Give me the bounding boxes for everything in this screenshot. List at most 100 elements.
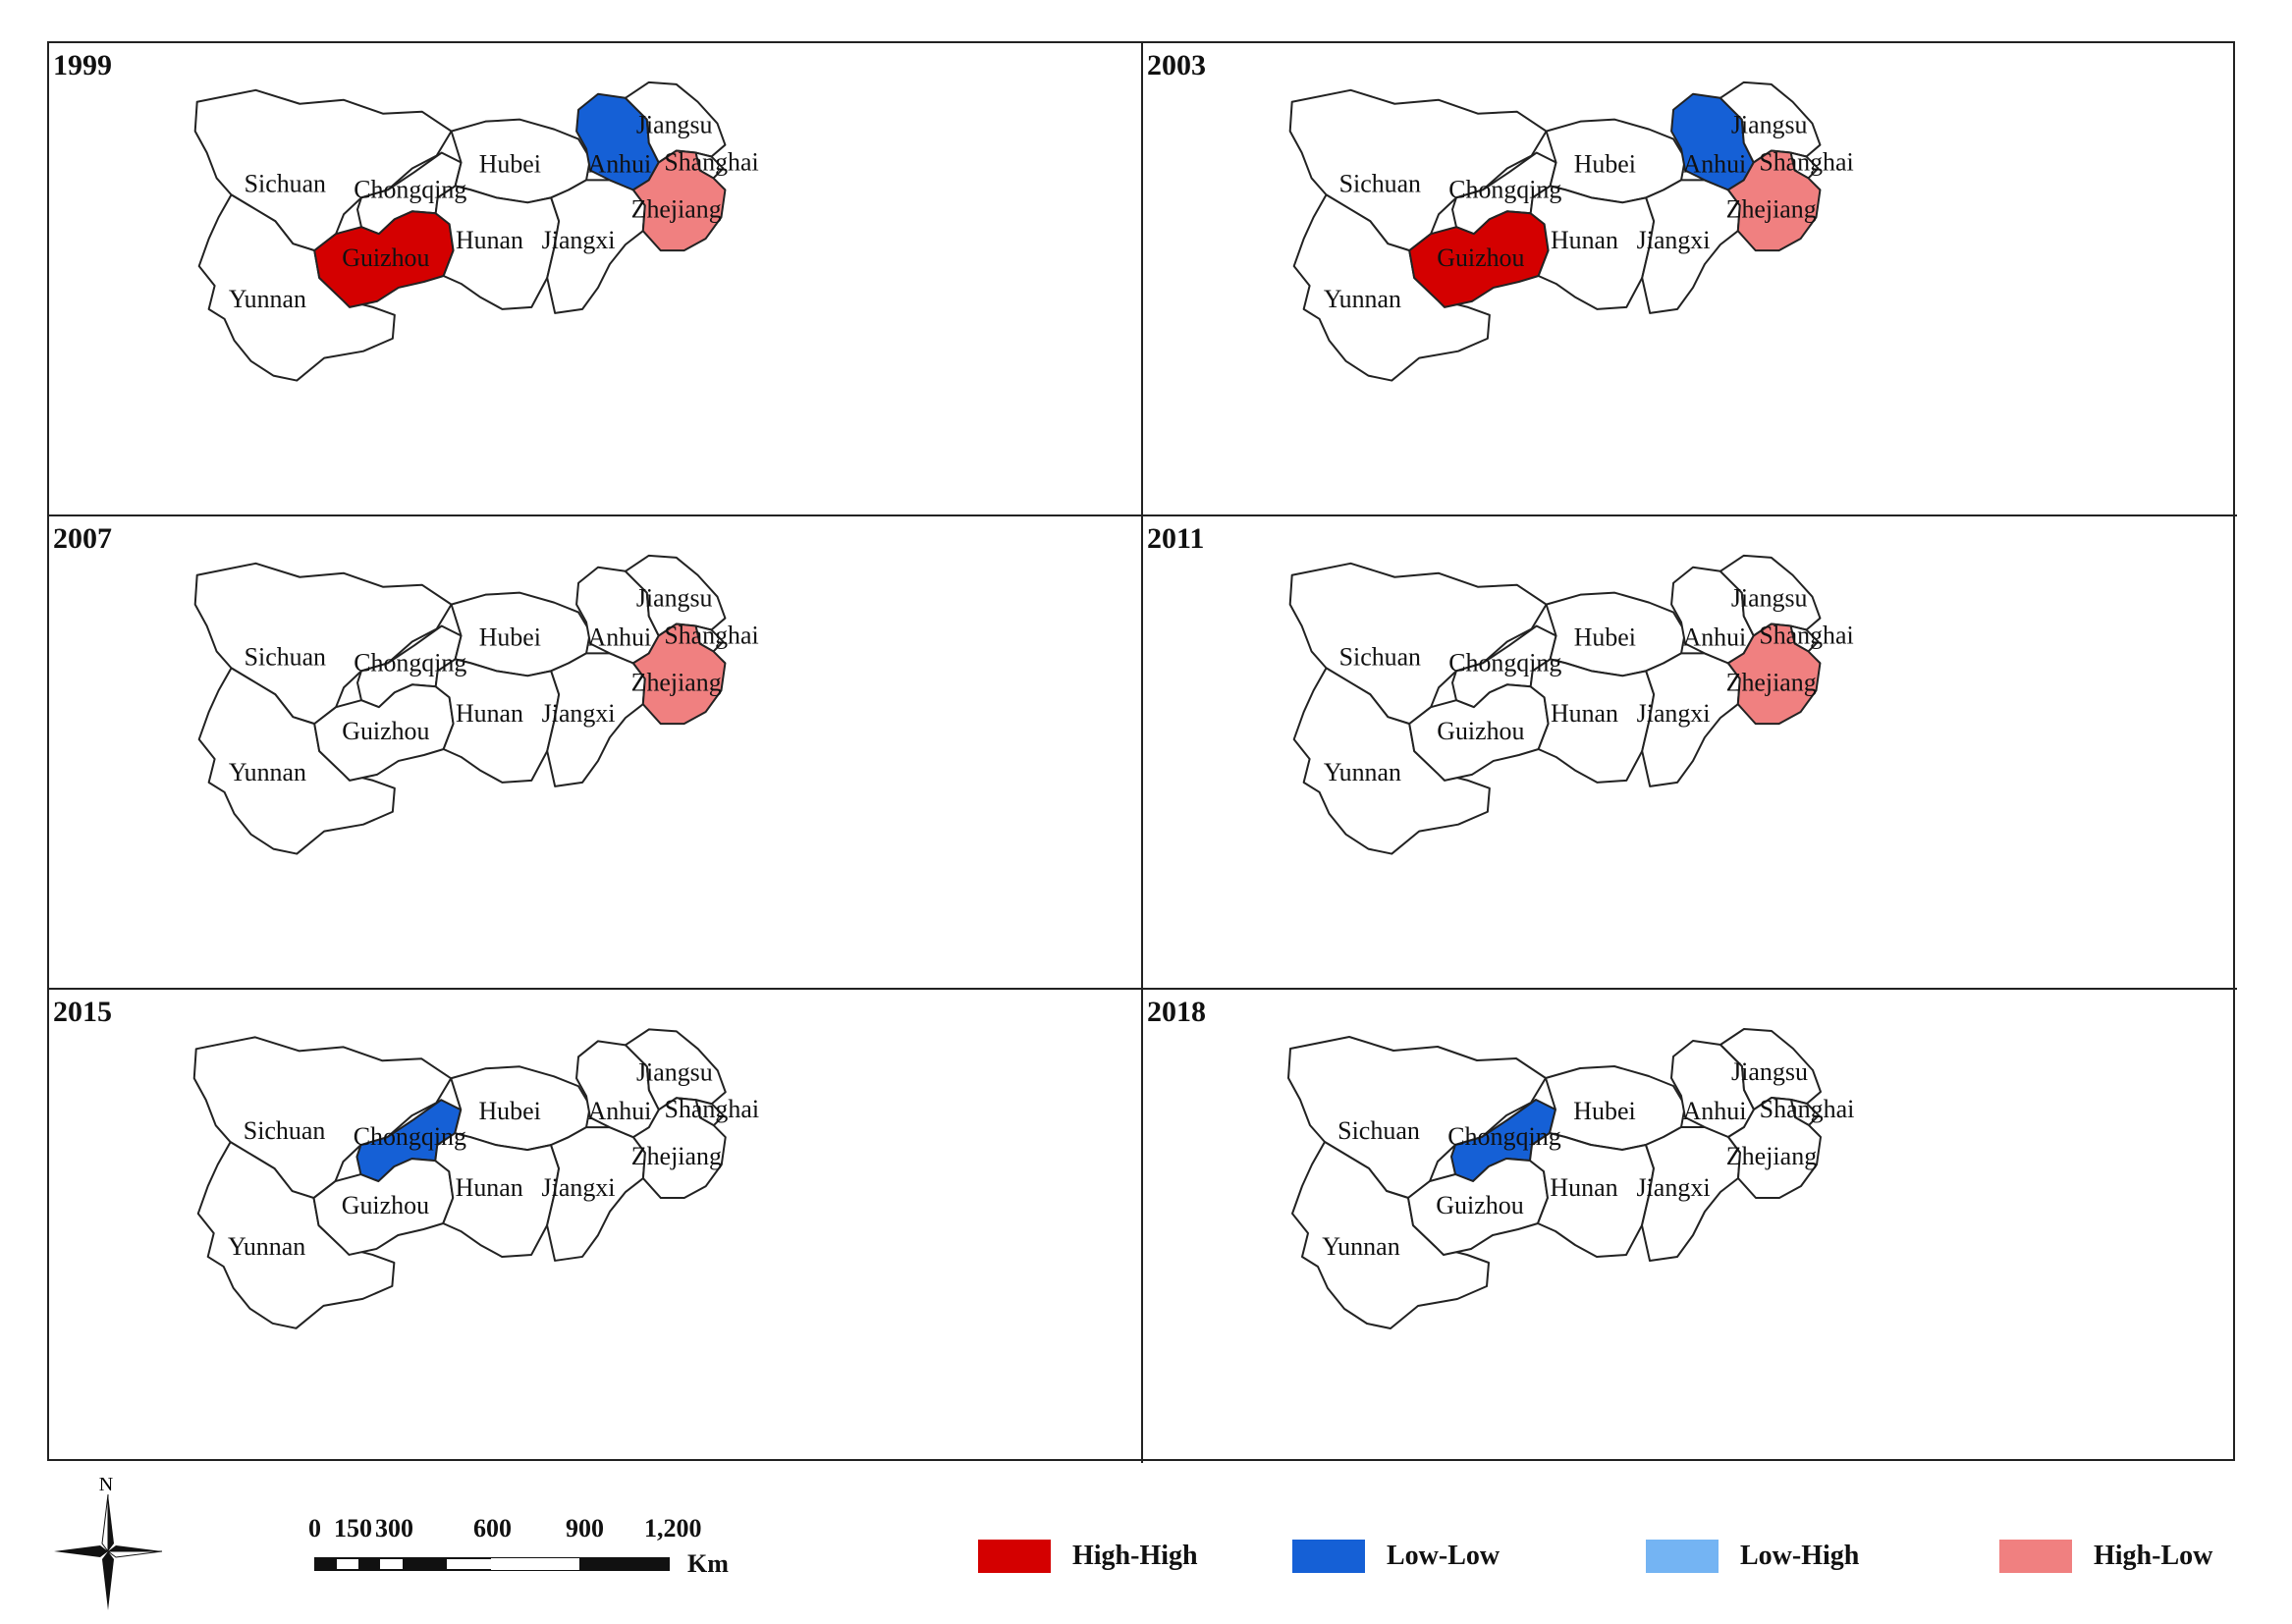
- province-zhejiang: [631, 1097, 727, 1200]
- province-zhejiang: [1726, 623, 1822, 726]
- province-label-jiangxi: Jiangxi: [1637, 226, 1711, 254]
- map-panel-2007: 2007 Sichuan Chongqing Yunnan Guizhou Hubei Hu…: [49, 516, 1143, 990]
- scale-tick-label: 1,200: [644, 1514, 702, 1543]
- province-label-hunan: Hunan: [1550, 1173, 1617, 1202]
- province-label-guizhou: Guizhou: [1437, 717, 1524, 745]
- province-label-hubei: Hubei: [1574, 623, 1636, 651]
- province-label-anhui: Anhui: [1683, 623, 1747, 651]
- province-label-sichuan: Sichuan: [1339, 642, 1421, 671]
- province-label-jiangsu: Jiangsu: [1731, 1057, 1808, 1086]
- province-label-zhejiang: Zhejiang: [1726, 668, 1817, 696]
- province-jiangxi: [1641, 652, 1741, 787]
- legend-label: Low-Low: [1387, 1541, 1501, 1571]
- province-label-jiangxi: Jiangxi: [542, 226, 616, 254]
- province-label-hunan: Hunan: [1551, 699, 1618, 728]
- province-label-guizhou: Guizhou: [1436, 1191, 1524, 1219]
- scale-tick-label: 150: [334, 1514, 372, 1543]
- province-label-hunan: Hunan: [1551, 226, 1618, 254]
- province-label-yunnan: Yunnan: [1322, 1232, 1399, 1261]
- province-label-shanghai: Shanghai: [664, 147, 758, 176]
- province-yunnan: [197, 667, 396, 855]
- province-yunnan: [196, 1141, 396, 1329]
- province-label-yunnan: Yunnan: [1324, 285, 1401, 313]
- legend-swatch: [978, 1540, 1051, 1573]
- scale-bar-graphic: [314, 1557, 670, 1571]
- map-svg: Sichuan Chongqing Yunnan Guizhou Hubei Hunan J…: [193, 554, 759, 855]
- province-label-shanghai: Shanghai: [664, 621, 758, 649]
- province-label-hunan: Hunan: [456, 226, 523, 254]
- province-label-chongqing: Chongqing: [354, 1122, 466, 1151]
- legend-swatch: [1646, 1540, 1719, 1573]
- province-zhejiang: [631, 149, 727, 252]
- province-label-anhui: Anhui: [1683, 1097, 1747, 1125]
- panel-year: 2011: [1147, 522, 1205, 555]
- province-label-hubei: Hubei: [479, 149, 541, 178]
- province-zhejiang: [631, 623, 727, 726]
- province-label-zhejiang: Zhejiang: [1726, 1142, 1817, 1170]
- province-jiangxi: [546, 179, 646, 314]
- map-svg: Sichuan Chongqing Yunnan Guizhou Hubei Hunan J…: [1288, 554, 1854, 855]
- map-svg: Sichuan Chongqing Yunnan Guizhou Hubei Hunan J…: [1288, 81, 1854, 382]
- province-label-anhui: Anhui: [588, 623, 652, 651]
- scale-tick-label: 900: [566, 1514, 604, 1543]
- province-label-zhejiang: Zhejiang: [631, 668, 722, 696]
- province-zhejiang: [1726, 149, 1822, 252]
- province-label-anhui: Anhui: [1683, 149, 1747, 178]
- province-label-anhui: Anhui: [588, 1097, 652, 1125]
- province-yunnan: [1291, 1141, 1490, 1329]
- map-svg: Sichuan Chongqing Yunnan Guizhou Hubei Hunan J…: [1287, 1028, 1854, 1329]
- province-label-chongqing: Chongqing: [1448, 648, 1561, 677]
- province-jiangxi: [1641, 179, 1741, 314]
- province-label-hubei: Hubei: [478, 1097, 540, 1125]
- province-yunnan: [1292, 667, 1491, 855]
- province-jiangxi: [546, 652, 646, 787]
- legend-label: Low-High: [1740, 1541, 1860, 1571]
- province-label-jiangsu: Jiangsu: [636, 1057, 713, 1086]
- map-grid: 1999 Sichuan Chongqing Yunnan Guizhou Hubei Hu…: [47, 41, 2237, 1463]
- legend-item-low-high: Low-High: [1646, 1540, 1859, 1573]
- legend-item-low-low: Low-Low: [1292, 1540, 1500, 1573]
- province-label-jiangxi: Jiangxi: [542, 699, 616, 728]
- province-jiangxi: [546, 1126, 646, 1262]
- province-label-yunnan: Yunnan: [228, 1232, 305, 1261]
- province-label-jiangsu: Jiangsu: [1731, 584, 1808, 613]
- province-label-sichuan: Sichuan: [245, 642, 326, 671]
- province-label-sichuan: Sichuan: [1337, 1116, 1420, 1145]
- scale-tick-label: 0: [308, 1514, 321, 1543]
- map-footer: N 0 150 300 600 900 1,200 Km High-High L…: [0, 1473, 2292, 1620]
- map-panel-2003: 2003 Sichuan Chongqing Yunnan Guizhou Hubei Hu…: [1143, 43, 2237, 516]
- province-label-zhejiang: Zhejiang: [1726, 194, 1817, 223]
- north-arrow-icon: N: [54, 1474, 163, 1610]
- province-label-jiangxi: Jiangxi: [1637, 699, 1711, 728]
- province-label-chongqing: Chongqing: [354, 648, 466, 677]
- province-label-guizhou: Guizhou: [1437, 244, 1524, 272]
- map-svg: Sichuan Chongqing Yunnan Guizhou Hubei Hunan J…: [192, 1028, 759, 1329]
- scale-unit: Km: [687, 1549, 729, 1578]
- province-label-chongqing: Chongqing: [1447, 1122, 1561, 1151]
- province-jiangxi: [1641, 1126, 1741, 1262]
- map-panel-2018: 2018 Sichuan Chongqing Yunnan Guizhou Hubei Hu…: [1143, 990, 2237, 1463]
- panel-year: 2007: [53, 522, 112, 555]
- province-zhejiang: [1727, 1097, 1822, 1199]
- legend-swatch: [1292, 1540, 1365, 1573]
- scale-bar: 0 150 300 600 900 1,200 Km: [308, 1514, 746, 1583]
- province-label-jiangsu: Jiangsu: [636, 584, 713, 613]
- legend-item-high-low: High-Low: [1999, 1540, 2212, 1573]
- province-label-chongqing: Chongqing: [354, 175, 466, 203]
- province-label-hunan: Hunan: [456, 699, 523, 728]
- province-label-anhui: Anhui: [588, 149, 652, 178]
- panel-year: 2018: [1147, 996, 1206, 1028]
- province-label-hubei: Hubei: [1573, 1097, 1636, 1125]
- map-panel-2011: 2011 Sichuan Chongqing Yunnan Guizhou Hubei Hu…: [1143, 516, 2237, 990]
- province-yunnan: [197, 193, 396, 382]
- province-label-shanghai: Shanghai: [1759, 147, 1853, 176]
- province-label-chongqing: Chongqing: [1448, 175, 1561, 203]
- province-label-jiangxi: Jiangxi: [542, 1173, 616, 1202]
- province-label-jiangsu: Jiangsu: [1731, 111, 1808, 139]
- province-label-guizhou: Guizhou: [342, 244, 429, 272]
- province-label-hunan: Hunan: [456, 1173, 523, 1202]
- province-label-yunnan: Yunnan: [229, 285, 306, 313]
- province-yunnan: [1292, 193, 1491, 382]
- province-label-yunnan: Yunnan: [1324, 758, 1401, 786]
- province-label-hubei: Hubei: [479, 623, 541, 651]
